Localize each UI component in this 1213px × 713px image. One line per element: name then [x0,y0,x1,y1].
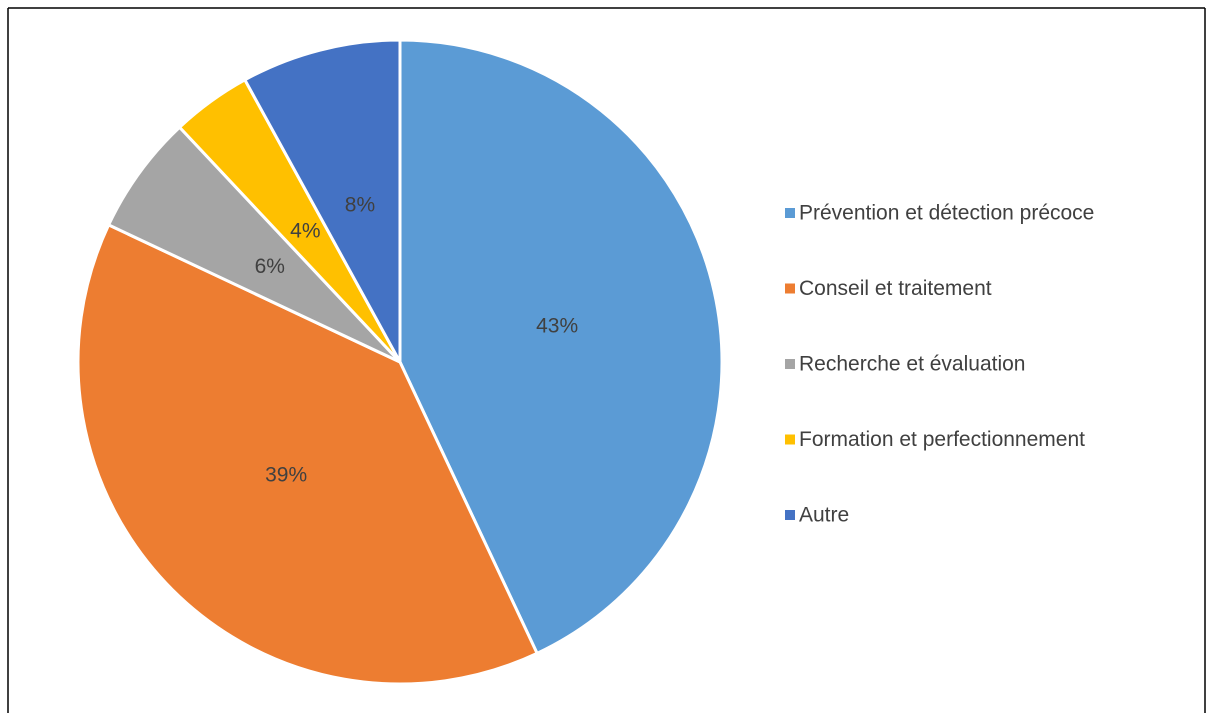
legend-swatch [785,208,795,218]
pie-slice [76,223,539,686]
data-label: 43% [536,314,578,337]
data-label: 4% [290,219,320,242]
data-label: 8% [345,194,375,217]
legend-swatch [785,434,795,445]
legend-label: Prévention et détection précoce [799,202,1094,225]
legend-swatch [785,359,795,369]
legend-swatch [785,283,795,294]
legend-label: Formation et perfectionnement [799,428,1085,451]
legend-label: Conseil et traitement [799,277,992,300]
pie-slice [243,38,402,364]
pie-slice [107,125,402,364]
legend-label: Recherche et évaluation [799,353,1025,376]
pie [76,38,724,686]
pie-slice [398,38,724,655]
legend: Prévention et détection précoce Conseil e… [785,202,1094,527]
data-label: 39% [265,463,307,486]
data-labels: 43% 39% 6%4% 8% [255,194,579,487]
data-label: 6% [255,255,285,278]
legend-label: Autre [799,504,849,527]
legend-swatch [785,510,795,520]
